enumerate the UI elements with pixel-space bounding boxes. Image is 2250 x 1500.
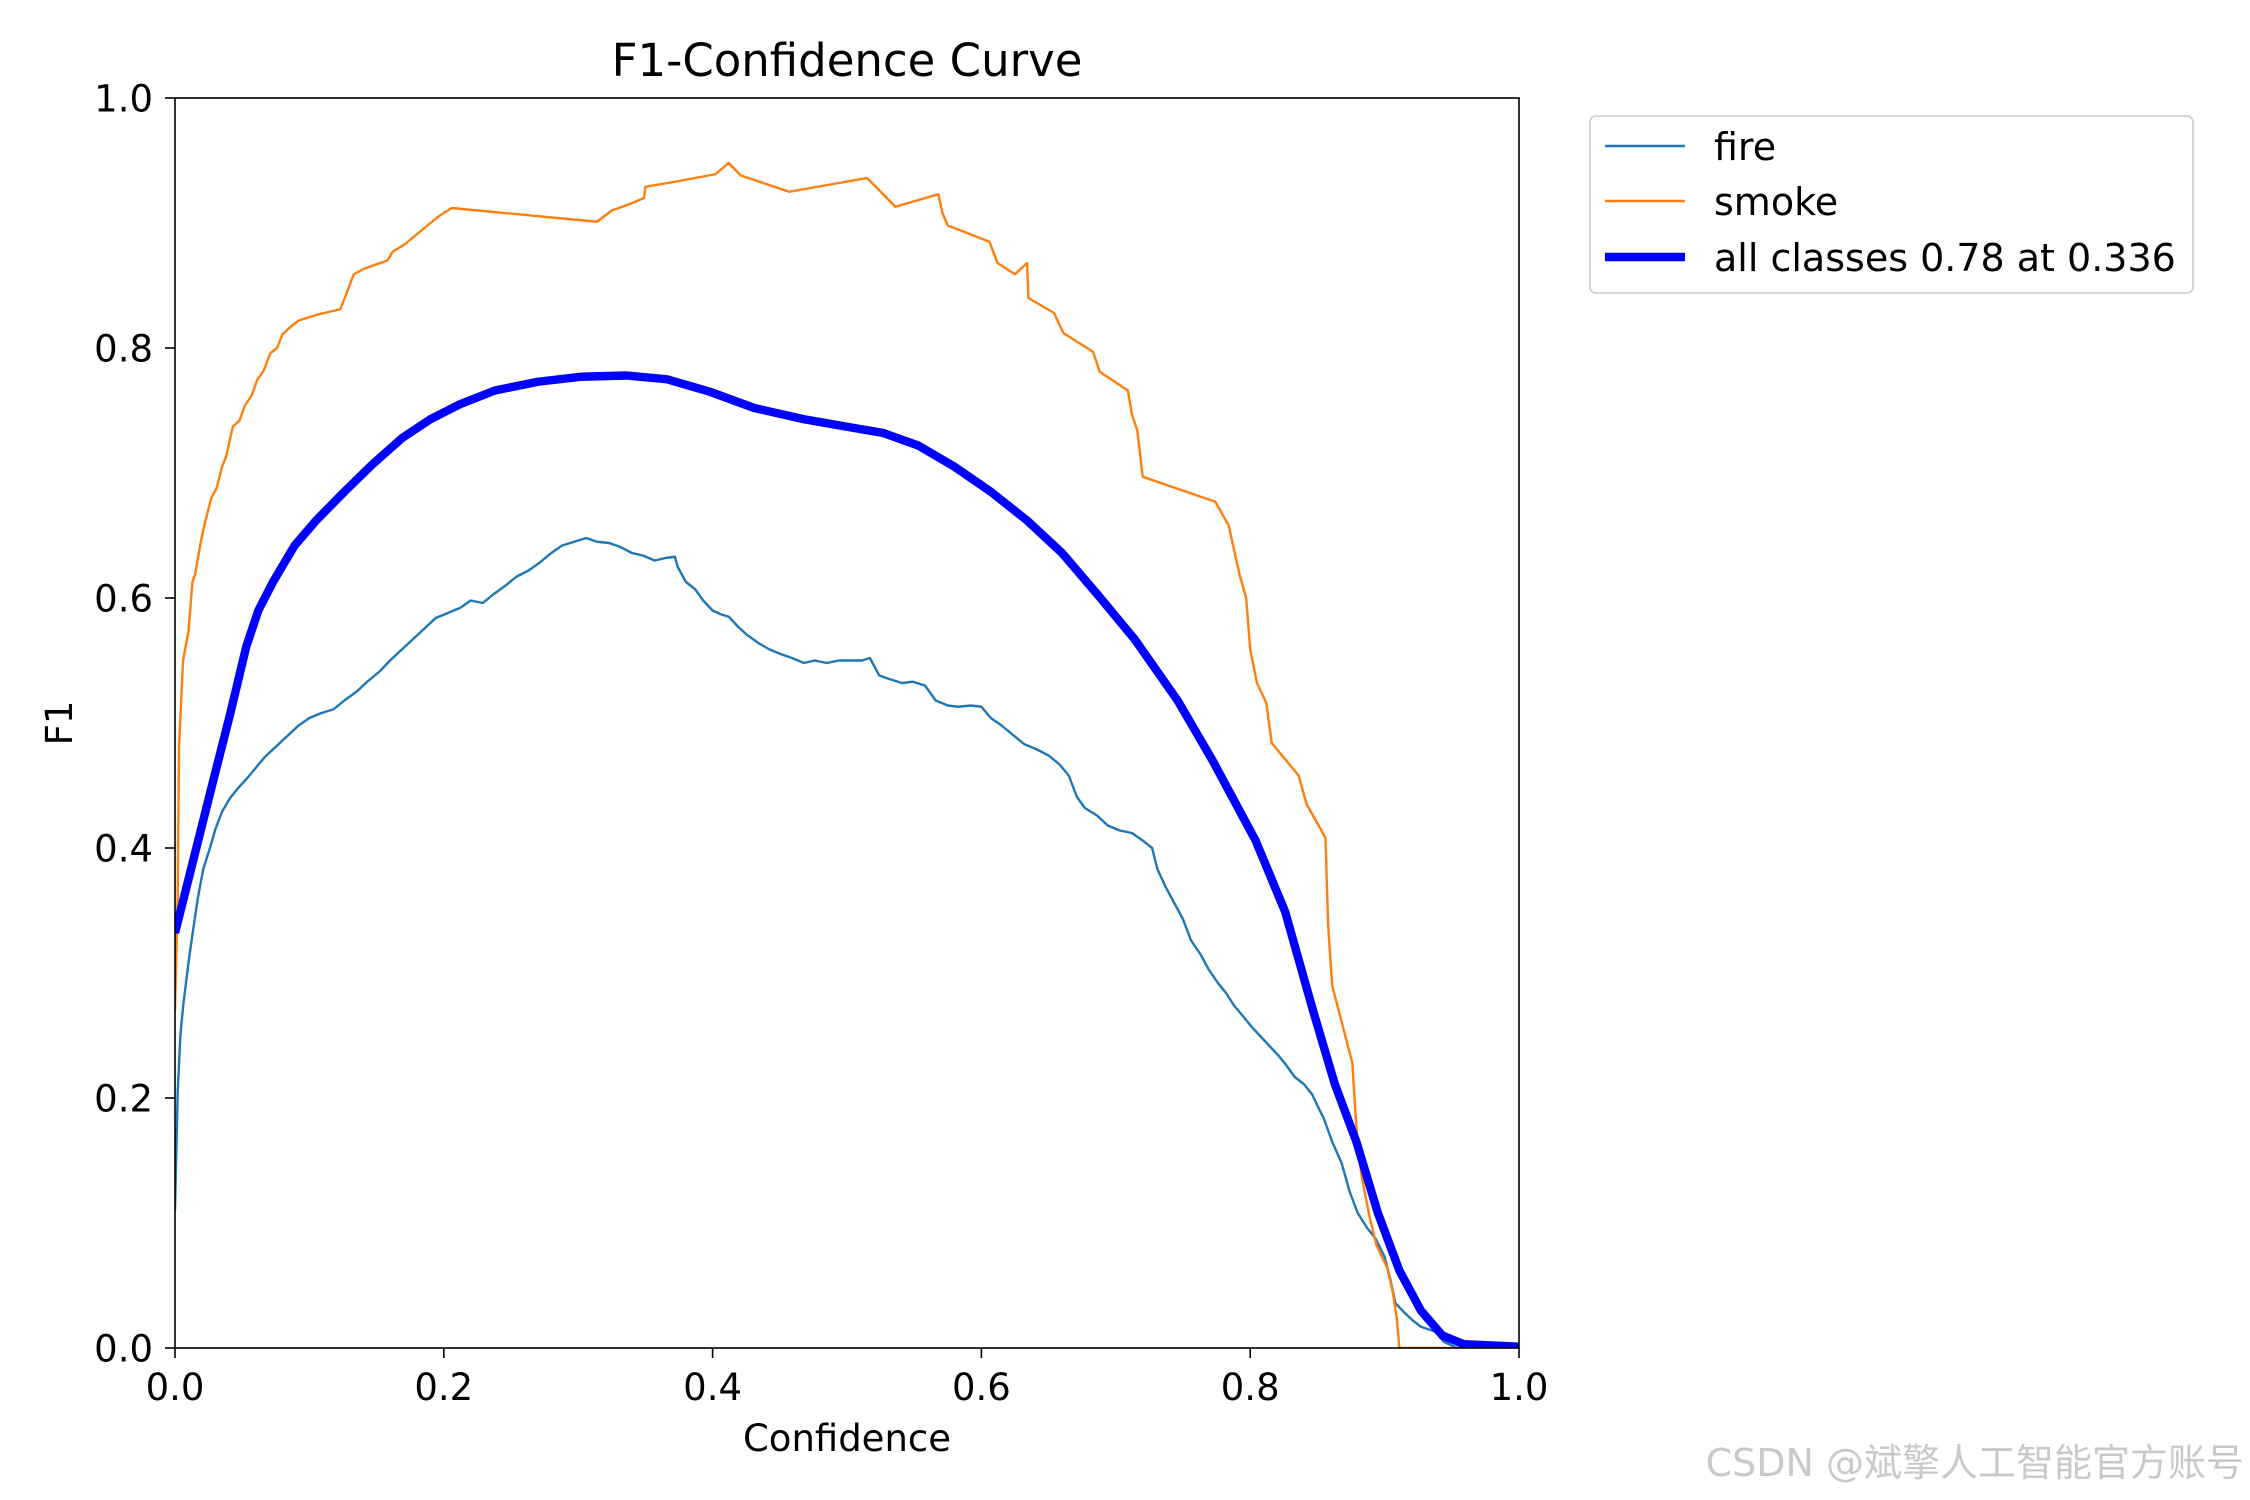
plot-series <box>175 161 1519 1348</box>
x-tick-label: 0.0 <box>146 1366 205 1409</box>
all-classes-curve <box>175 371 1519 1348</box>
legend-label-all-classes: all classes 0.78 at 0.336 <box>1714 236 2176 280</box>
y-tick-label: 1.0 <box>94 78 153 121</box>
x-tick-label: 1.0 <box>1490 1366 1549 1409</box>
x-tick-label: 0.2 <box>414 1366 473 1409</box>
y-axis-label: F1 <box>38 701 81 746</box>
y-tick-label: 0.6 <box>94 578 153 621</box>
y-tick-label: 0.8 <box>94 328 153 371</box>
legend: fire smoke all classes 0.78 at 0.336 <box>1589 115 2194 294</box>
y-tick-label: 0.2 <box>94 1078 153 1121</box>
x-tick-label: 0.4 <box>683 1366 742 1409</box>
axes-frame <box>174 97 1520 1349</box>
watermark: CSDN @斌擎人工智能官方账号 <box>1706 1441 2244 1485</box>
y-tick-label: 0.4 <box>94 828 153 871</box>
y-axis-ticks: 0.0 0.2 0.4 0.6 0.8 1.0 <box>94 78 175 1371</box>
x-axis-label: Confidence <box>743 1417 951 1460</box>
x-axis-ticks: 0.0 0.2 0.4 0.6 0.8 1.0 <box>146 1348 1549 1409</box>
chart-title: F1-Confidence Curve <box>612 34 1083 87</box>
legend-label-smoke: smoke <box>1714 180 1838 224</box>
legend-box <box>1589 115 2194 294</box>
x-tick-label: 0.6 <box>952 1366 1011 1409</box>
y-tick-label: 0.0 <box>94 1328 153 1371</box>
x-tick-label: 0.8 <box>1221 1366 1280 1409</box>
fire-curve <box>175 536 1519 1348</box>
legend-label-fire: fire <box>1714 125 1776 169</box>
smoke-curve <box>175 161 1519 1348</box>
